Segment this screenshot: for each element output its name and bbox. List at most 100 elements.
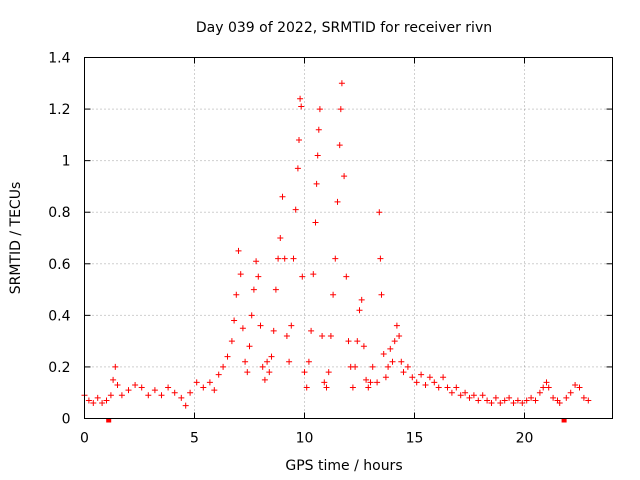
data-point [193, 379, 200, 386]
x-tick-label: 5 [190, 431, 199, 447]
y-tick-label: 1.4 [48, 51, 70, 67]
data-point [112, 363, 119, 370]
y-tick-label: 1.2 [48, 102, 70, 118]
data-point [523, 397, 530, 404]
x-tick-label: 20 [516, 431, 534, 447]
data-point [301, 369, 308, 376]
data-point [316, 106, 323, 113]
data-points [81, 80, 592, 409]
data-point [299, 273, 306, 280]
data-point [250, 286, 257, 293]
data-point [556, 400, 563, 407]
data-point [338, 80, 345, 87]
data-point [224, 353, 231, 360]
data-point [99, 400, 106, 407]
data-point [409, 374, 416, 381]
data-point [382, 374, 389, 381]
data-point [580, 394, 587, 401]
data-point [178, 394, 185, 401]
data-point [90, 400, 97, 407]
data-point [297, 95, 304, 102]
data-point [327, 332, 334, 339]
y-tick-label: 0 [62, 412, 71, 428]
data-point [187, 389, 194, 396]
data-point [514, 397, 521, 404]
data-point [576, 384, 583, 391]
data-point [470, 392, 477, 399]
data-point [337, 106, 344, 113]
data-point [325, 369, 332, 376]
data-point [286, 358, 293, 365]
data-point [303, 384, 310, 391]
data-point [336, 142, 343, 149]
x-axis-label: GPS time / hours [285, 458, 402, 474]
data-point [349, 384, 356, 391]
x-axis-ticks: 0 5 10 15 20 [80, 57, 534, 447]
data-point [536, 389, 543, 396]
data-point [354, 338, 361, 345]
data-point [387, 345, 394, 352]
data-point [550, 394, 557, 401]
data-point [352, 363, 359, 370]
data-point [585, 397, 592, 404]
data-point [305, 358, 312, 365]
data-point [519, 400, 526, 407]
data-point [363, 376, 370, 383]
data-point [272, 286, 279, 293]
data-point [497, 400, 504, 407]
data-point [440, 374, 447, 381]
data-point [330, 291, 337, 298]
data-point [145, 392, 152, 399]
data-point [314, 152, 321, 159]
data-point [360, 343, 367, 350]
data-point [334, 198, 341, 205]
x-tick-label: 10 [296, 431, 314, 447]
data-point [321, 379, 328, 386]
data-point [158, 392, 165, 399]
data-point [259, 363, 266, 370]
data-point [378, 291, 385, 298]
data-point [543, 379, 550, 386]
data-point [239, 325, 246, 332]
data-point [261, 376, 268, 383]
data-point [279, 193, 286, 200]
y-axis-label: SRMTID / TECUs [8, 182, 24, 295]
data-point [268, 353, 275, 360]
data-point [567, 389, 574, 396]
data-point [418, 371, 425, 378]
data-point [200, 384, 207, 391]
data-point [182, 402, 189, 409]
data-point [235, 247, 242, 254]
data-point [431, 379, 438, 386]
data-point [376, 209, 383, 216]
data-point [125, 387, 132, 394]
data-point [315, 126, 322, 133]
data-point [264, 358, 271, 365]
data-point [237, 271, 244, 278]
data-point [110, 376, 117, 383]
data-point [151, 387, 158, 394]
data-point [248, 312, 255, 319]
data-point [377, 255, 384, 262]
data-point [206, 379, 213, 386]
y-tick-label: 0.4 [48, 308, 70, 324]
data-point [242, 358, 249, 365]
data-point [94, 394, 101, 401]
data-point [492, 394, 499, 401]
data-point [398, 358, 405, 365]
data-point [118, 392, 125, 399]
data-point [313, 180, 320, 187]
data-point [457, 392, 464, 399]
data-gap-markers [106, 418, 567, 423]
data-point [298, 103, 305, 110]
data-point [479, 392, 486, 399]
data-point [572, 381, 579, 388]
data-point [310, 271, 317, 278]
data-point [374, 379, 381, 386]
data-point [532, 397, 539, 404]
data-point [501, 397, 508, 404]
chart-title: Day 039 of 2022, SRMTID for receiver riv… [196, 20, 492, 36]
data-point [107, 392, 114, 399]
y-tick-label: 1 [62, 154, 71, 170]
data-point [358, 296, 365, 303]
